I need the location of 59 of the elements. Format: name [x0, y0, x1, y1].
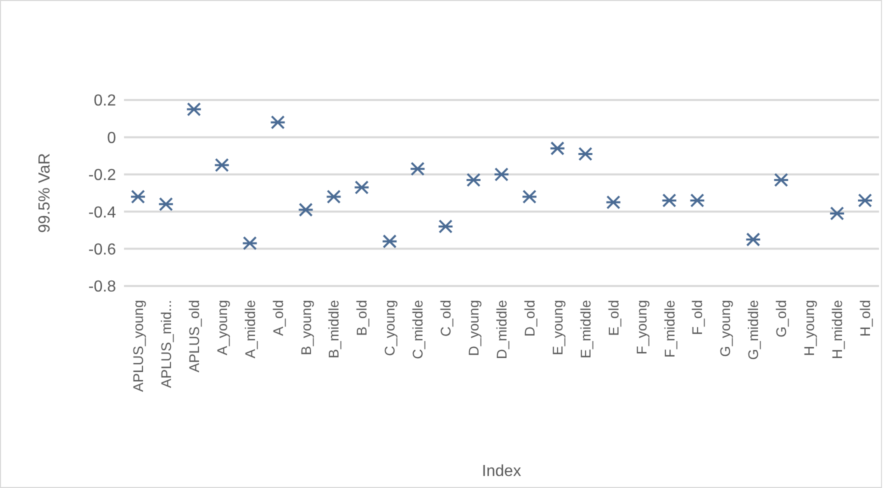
point: [661, 193, 678, 208]
point: [466, 172, 482, 187]
point: [382, 234, 398, 248]
x-tick-label: A_young: [214, 300, 230, 356]
point: [689, 193, 706, 208]
x-tick-label: APLUS_mid...: [158, 300, 174, 388]
point: [605, 195, 622, 210]
x-tick-label: E_young: [549, 300, 566, 356]
x-tick-label: C_young: [382, 300, 398, 356]
point: [298, 202, 314, 217]
x-tick-label: B_middle: [326, 300, 342, 358]
x-tick-label: C_old: [438, 300, 454, 337]
point: [745, 232, 762, 246]
y-tick-label: -0.6: [88, 241, 116, 258]
point: [242, 236, 258, 250]
x-tick-label: H_young: [801, 300, 818, 356]
point: [438, 219, 454, 234]
x-tick-label: F_old: [689, 300, 706, 336]
x-tick-label: G_young: [717, 300, 734, 357]
point: [158, 197, 174, 212]
point: [857, 193, 874, 208]
y-tick-label: -0.4: [88, 204, 116, 222]
y-tick-label: -0.8: [88, 278, 116, 296]
point: [494, 167, 510, 182]
x-tick-label: A_middle: [242, 300, 258, 358]
x-tick-label: E_old: [605, 300, 622, 336]
x-tick-label: F_middle: [661, 300, 678, 358]
x-tick-label: C_middle: [410, 300, 426, 360]
point: [549, 141, 566, 156]
x-tick-label: G_old: [773, 300, 790, 338]
y-tick-label: 0: [107, 130, 116, 147]
x-tick-label: APLUS_old: [186, 300, 202, 372]
y-axis-title: 99.5% VaR: [36, 153, 54, 233]
point: [354, 180, 370, 194]
x-tick-label: H_old: [857, 300, 874, 337]
x-tick-label: D_middle: [494, 300, 510, 360]
x-tick-label: E_middle: [577, 300, 594, 358]
point: [270, 115, 286, 130]
point: [521, 190, 538, 204]
point: [829, 206, 846, 220]
x-tick-label: APLUS_young: [130, 300, 146, 392]
point: [773, 172, 790, 187]
x-tick-label: D_young: [466, 300, 482, 356]
x-tick-label: G_middle: [745, 300, 762, 360]
x-axis-title: Index: [482, 463, 522, 480]
x-tick-label: B_old: [354, 300, 370, 336]
point: [577, 146, 594, 161]
x-tick-label: H_middle: [829, 300, 846, 360]
x-tick-label: F_young: [633, 300, 650, 354]
x-tick-label: B_young: [298, 300, 314, 356]
point: [186, 102, 202, 116]
point: [326, 190, 342, 204]
point: [410, 162, 426, 176]
y-tick-label: -0.2: [88, 167, 116, 184]
y-tick-label: 0.2: [94, 92, 116, 110]
x-tick-label: A_old: [270, 300, 286, 336]
x-tick-label: D_old: [521, 300, 538, 337]
point: [214, 158, 230, 172]
point: [130, 190, 146, 204]
